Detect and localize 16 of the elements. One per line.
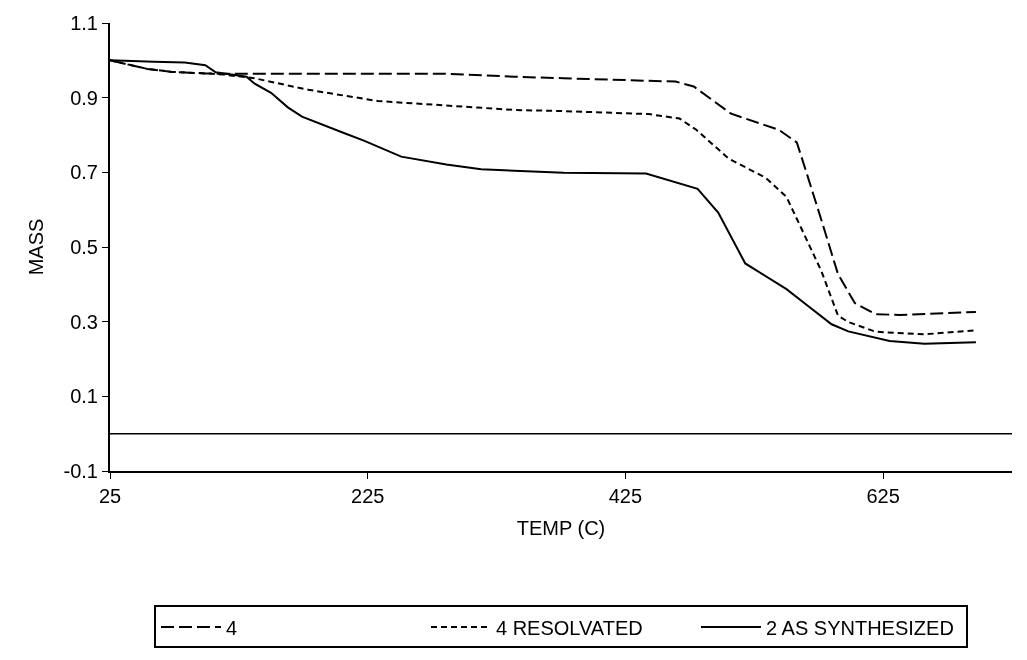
y-tick-label: -0.1 xyxy=(63,460,98,482)
legend-label: 2 AS SYNTHESIZED xyxy=(766,616,954,639)
y-tick-label: 0.3 xyxy=(70,310,98,333)
y-tick-label: 0.1 xyxy=(70,385,98,408)
legend-label: 4 xyxy=(226,616,238,639)
legend-label: 4 RESOLVATED xyxy=(496,616,643,639)
x-tick-label: 425 xyxy=(608,485,643,507)
x-tick-label: 625 xyxy=(866,485,900,507)
y-tick-label: 0.9 xyxy=(70,86,98,109)
y-tick-label: 0.5 xyxy=(70,236,98,258)
y-tick-label: 0.7 xyxy=(70,161,98,184)
y-axis-title: MASS xyxy=(24,218,47,276)
x-tick-label: 25 xyxy=(98,485,122,507)
x-axis-title: TEMP (C) xyxy=(516,517,606,539)
x-tick-label: 225 xyxy=(351,485,385,507)
y-tick-label: 1.1 xyxy=(70,12,98,34)
